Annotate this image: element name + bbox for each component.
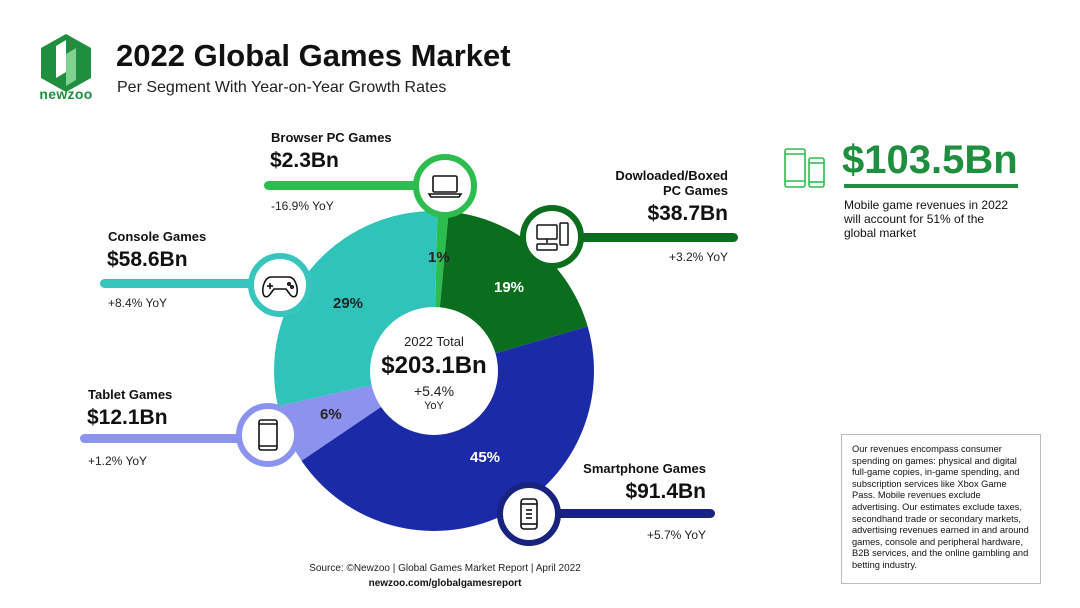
smartphone-leader-bar (528, 509, 715, 518)
downloaded-segment-yoy: +3.2% YoY (668, 250, 728, 264)
downloaded-share-label: 19% (494, 279, 525, 296)
browser-share-label: 1% (428, 249, 450, 266)
total-yoy-unit: YoY (424, 400, 444, 412)
mobile-value-underline (844, 184, 1018, 188)
logo-wordmark: newzoo (39, 86, 93, 102)
desktop-pc-icon (536, 222, 569, 251)
tablet-icon (258, 419, 278, 451)
smartphone-icon (520, 498, 538, 530)
tablet-segment-value: $12.1Bn (87, 406, 168, 429)
smartphone-segment-yoy: +5.7% YoY (646, 528, 706, 542)
smartphone-icon-circle (497, 482, 561, 546)
source-note: Source: ©Newzoo | Global Games Market Re… (309, 563, 581, 574)
downloaded-segment-name-line2: PC Games (662, 183, 728, 198)
downloaded-segment-name-line1: Dowloaded/Boxed (615, 168, 728, 183)
newzoo-logo (41, 34, 91, 92)
console-icon-circle (248, 253, 312, 317)
smartphone-share-label: 45% (470, 449, 501, 466)
downloaded-icon-circle (520, 205, 584, 269)
browser-leader-bar (264, 181, 444, 190)
downloaded-segment-value: $38.7Bn (647, 202, 728, 225)
console-segment-value: $58.6Bn (107, 248, 188, 271)
mobile-revenue-value: $103.5Bn (842, 138, 1018, 182)
total-yoy: +5.4% (413, 383, 455, 399)
smartphone-segment-value: $91.4Bn (625, 480, 706, 503)
page-title: 2022 Global Games Market (116, 38, 511, 73)
tablet-share-label: 6% (320, 406, 342, 423)
tablet-segment-name: Tablet Games (88, 387, 173, 402)
gamepad-icon (262, 276, 298, 298)
browser-segment-value: $2.3Bn (270, 149, 339, 172)
laptop-icon (427, 175, 463, 198)
console-share-label: 29% (333, 295, 364, 312)
tablet-segment-yoy: +1.2% YoY (88, 454, 148, 468)
mobile-revenue-note: Mobile game revenues in 2022 will accoun… (844, 198, 1009, 240)
methodology-note: Our revenues encompass consumer spending… (841, 434, 1041, 584)
phone-tablet-icon (784, 148, 825, 188)
browser-segment-name: Browser PC Games (271, 130, 392, 145)
tablet-leader-bar (80, 434, 275, 443)
total-label: 2022 Total (404, 334, 464, 349)
browser-segment-yoy: -16.9% YoY (271, 199, 334, 213)
total-value: $203.1Bn (381, 352, 487, 379)
tablet-icon-circle (236, 403, 300, 467)
page-subtitle: Per Segment With Year-on-Year Growth Rat… (117, 79, 447, 96)
downloaded-leader-bar (540, 233, 738, 242)
source-url: newzoo.com/globalgamesreport (368, 578, 522, 589)
console-segment-yoy: +8.4% YoY (108, 296, 168, 310)
console-segment-name: Console Games (108, 229, 207, 244)
smartphone-segment-name: Smartphone Games (583, 461, 706, 476)
donut-hole (370, 307, 498, 435)
browser-icon-circle (413, 154, 477, 218)
